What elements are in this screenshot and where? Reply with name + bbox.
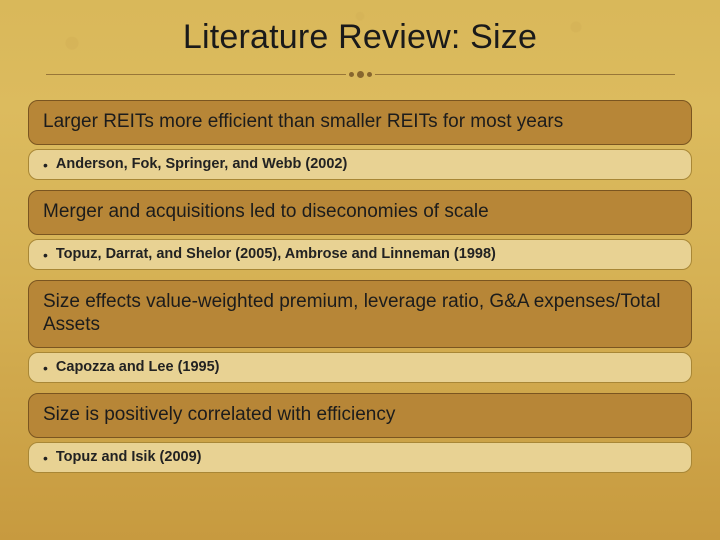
point-citation: • Topuz, Darrat, and Shelor (2005), Ambr… (28, 239, 692, 270)
divider-dot (357, 71, 364, 78)
divider-line-right (375, 74, 675, 75)
point-heading: Larger REITs more efficient than smaller… (28, 100, 692, 145)
divider-dot (349, 72, 354, 77)
citation-text: Topuz, Darrat, and Shelor (2005), Ambros… (56, 246, 677, 262)
bullet-icon: • (43, 361, 48, 375)
citation-text: Topuz and Isik (2009) (56, 449, 677, 465)
slide: Literature Review: Size Larger REITs mor… (0, 0, 720, 540)
content-blocks: Larger REITs more efficient than smaller… (28, 100, 692, 479)
point-citation: • Topuz and Isik (2009) (28, 442, 692, 473)
bullet-icon: • (43, 158, 48, 172)
citation-text: Anderson, Fok, Springer, and Webb (2002) (56, 156, 677, 172)
point-heading: Merger and acquisitions led to diseconom… (28, 190, 692, 235)
divider-line-left (46, 74, 346, 75)
point-citation: • Capozza and Lee (1995) (28, 352, 692, 383)
bullet-icon: • (43, 451, 48, 465)
title-divider (28, 71, 692, 78)
divider-dot (367, 72, 372, 77)
point-heading: Size effects value-weighted premium, lev… (28, 280, 692, 349)
bullet-icon: • (43, 248, 48, 262)
slide-title: Literature Review: Size (28, 18, 692, 57)
point-citation: • Anderson, Fok, Springer, and Webb (200… (28, 149, 692, 180)
citation-text: Capozza and Lee (1995) (56, 359, 677, 375)
point-heading: Size is positively correlated with effic… (28, 393, 692, 438)
